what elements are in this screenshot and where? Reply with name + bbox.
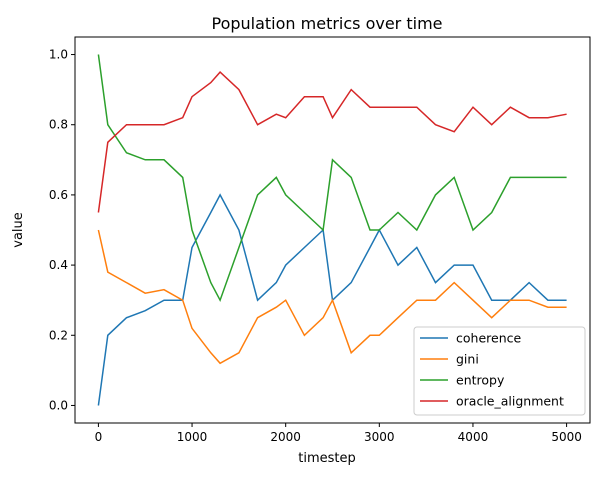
y-tick-label: 0.8 [49, 118, 68, 132]
x-tick-label: 3000 [364, 430, 395, 444]
legend-label-coherence: coherence [456, 331, 521, 346]
y-tick-label: 0.2 [49, 328, 68, 342]
legend: coherence gini entropy oracle_alignment [413, 326, 586, 416]
y-axis-label: value [11, 212, 26, 248]
series-line-oracle_alignment [97, 71, 567, 213]
legend-box [413, 326, 586, 416]
y-axis: 0.0 0.2 0.4 0.6 0.8 1.0 [49, 48, 75, 412]
x-tick-label: 4000 [458, 430, 489, 444]
series-line-entropy [97, 54, 567, 303]
x-axis: 0 1000 2000 3000 4000 5000 [95, 423, 582, 444]
y-tick-label: 0.4 [49, 258, 68, 272]
legend-label-oracle_alignment: oracle_alignment [456, 394, 564, 409]
y-tick-label: 1.0 [49, 48, 68, 62]
x-tick-label: 2000 [270, 430, 301, 444]
series-line-gini [97, 229, 567, 365]
plot-lines [97, 54, 567, 406]
x-tick-label: 5000 [551, 430, 582, 444]
x-axis-label: timestep [298, 451, 356, 466]
x-tick-label: 1000 [177, 430, 208, 444]
plot-frame [74, 36, 591, 424]
y-tick-label: 0.0 [49, 398, 68, 412]
legend-label-entropy: entropy [456, 373, 505, 388]
legend-label-gini: gini [456, 352, 479, 367]
x-tick-label: 0 [95, 430, 103, 444]
y-tick-label: 0.6 [49, 188, 68, 202]
chart-title: Population metrics over time [211, 14, 442, 33]
